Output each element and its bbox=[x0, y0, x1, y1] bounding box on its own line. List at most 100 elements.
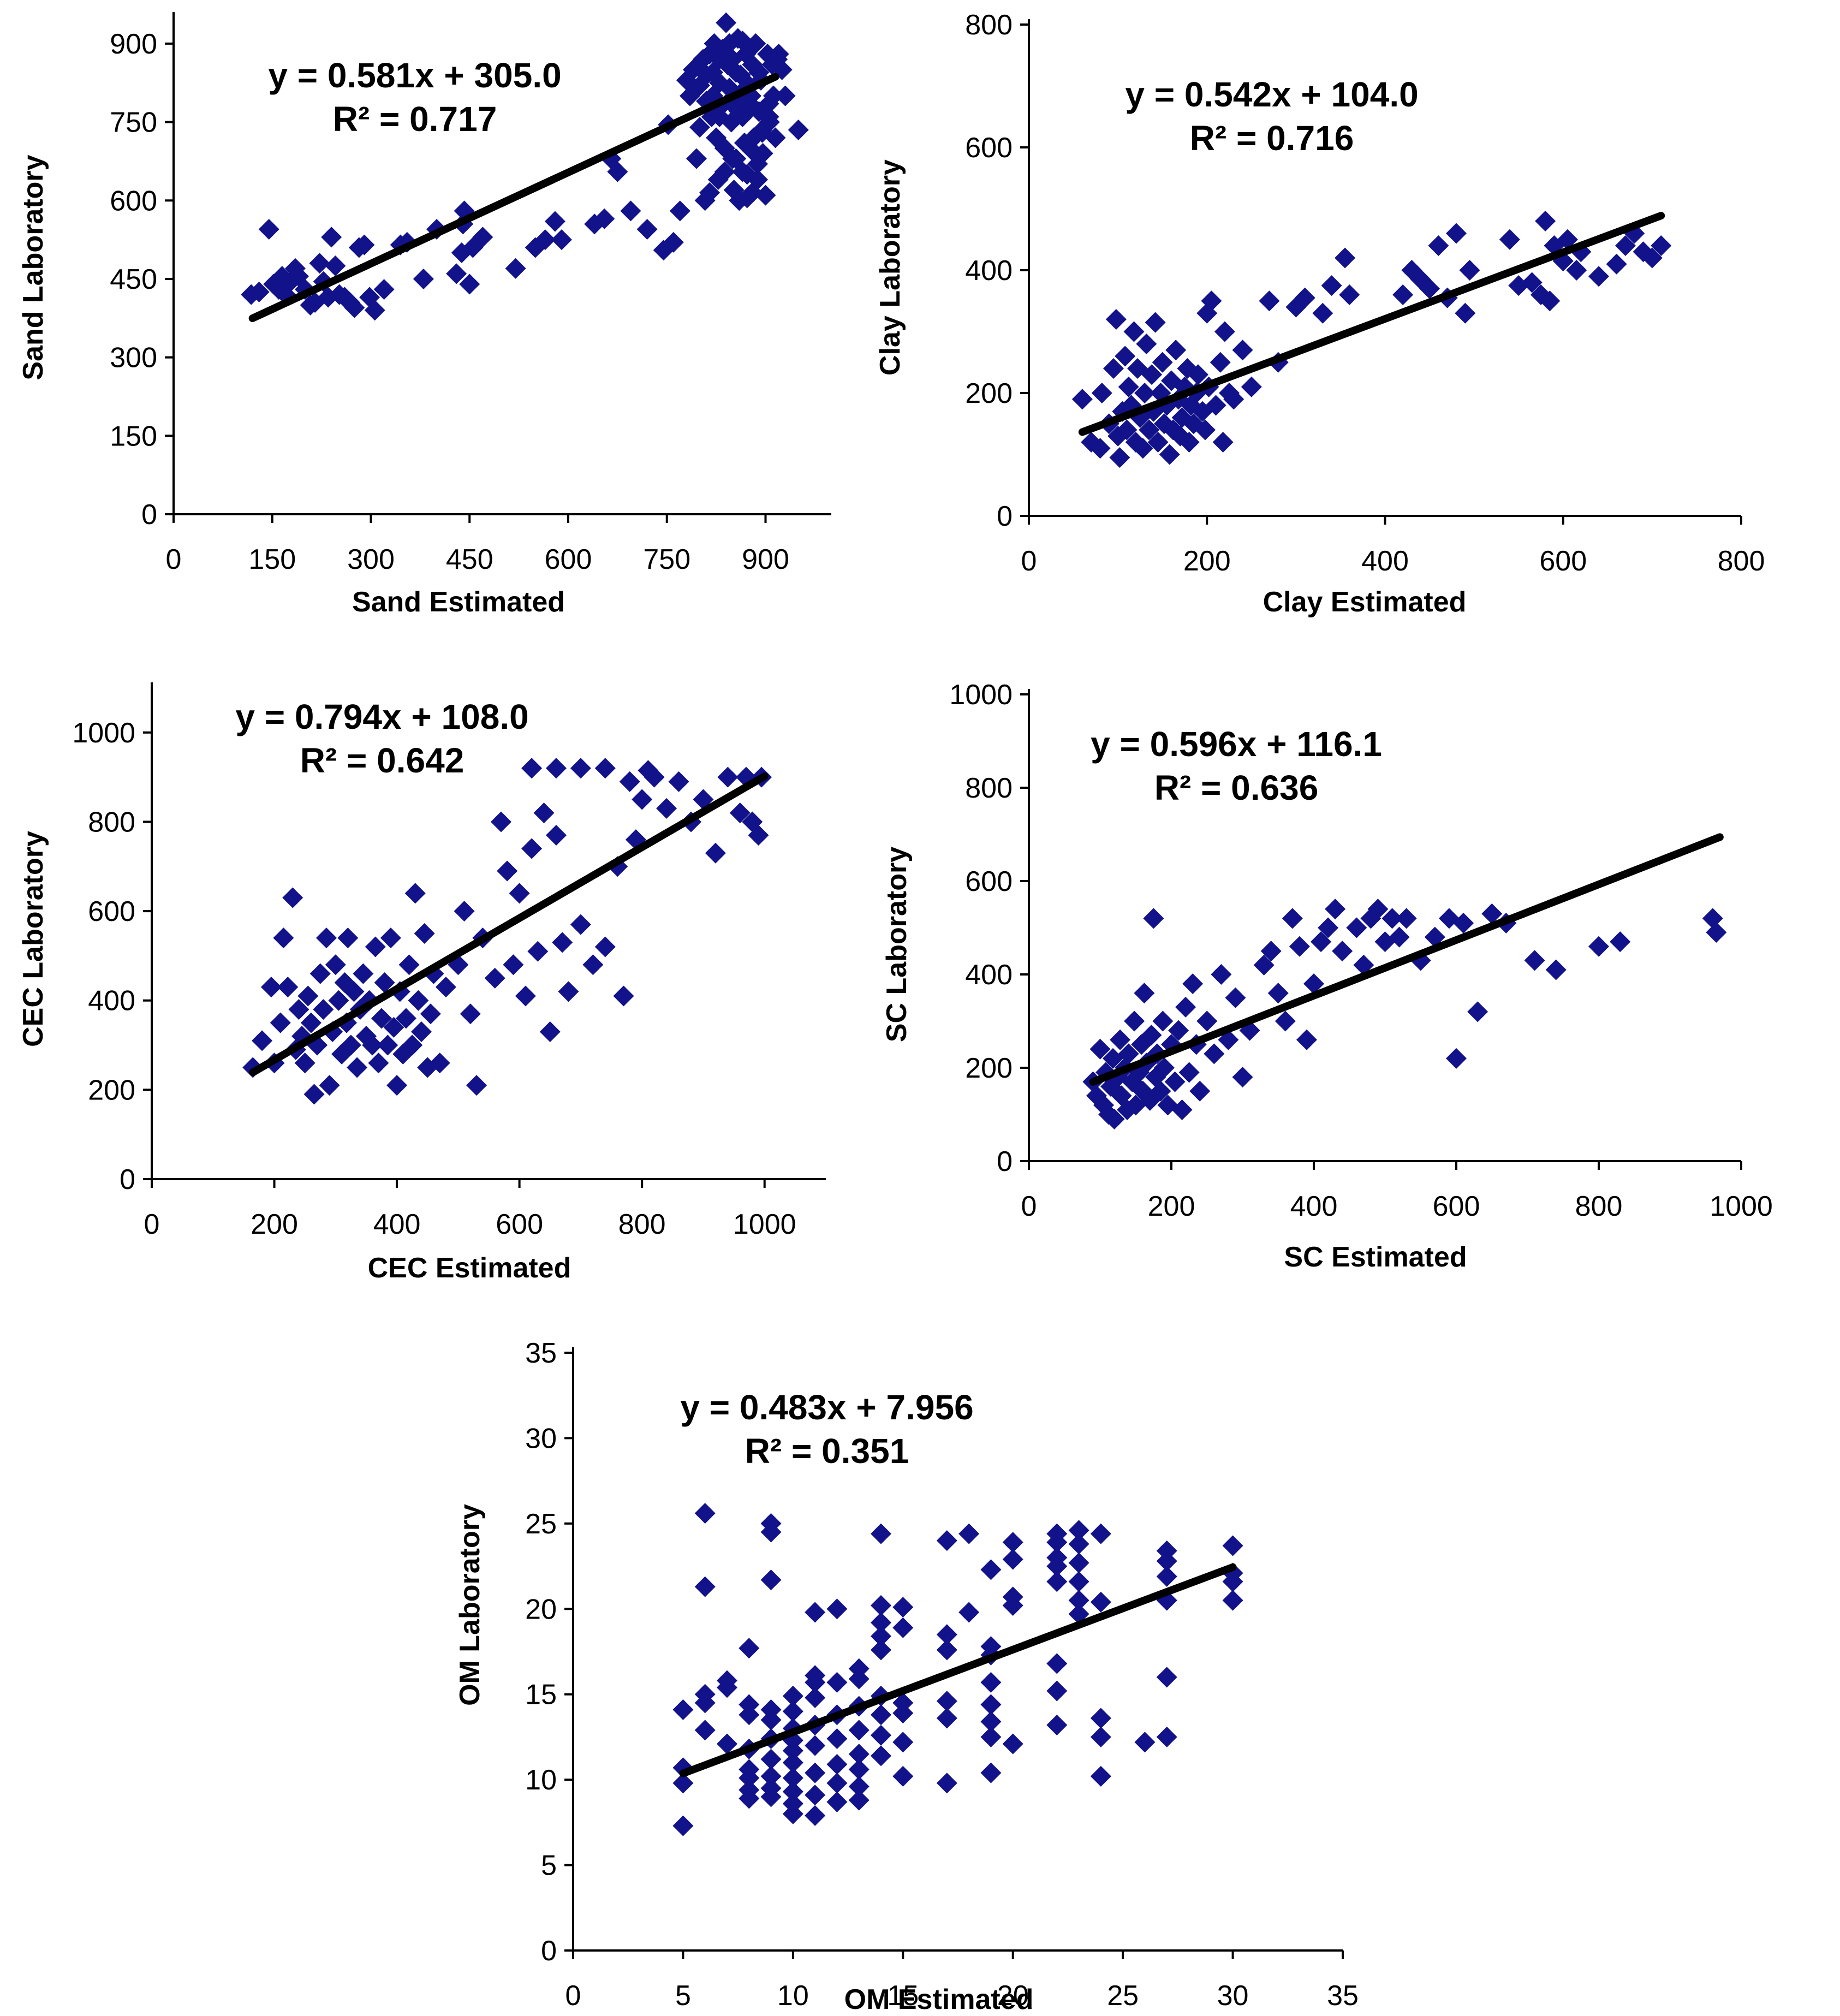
om-data-point bbox=[826, 1791, 848, 1812]
clay-data-point bbox=[1178, 432, 1200, 453]
clay-data-point bbox=[1123, 321, 1145, 342]
clay-x-tick-label: 800 bbox=[1718, 545, 1765, 577]
sc-x-tick-label: 600 bbox=[1433, 1191, 1480, 1222]
sand-data-point bbox=[607, 161, 628, 182]
sand-x-tick-label: 600 bbox=[545, 544, 592, 575]
sand-data-point bbox=[716, 12, 737, 33]
sand-equation: y = 0.581x + 305.0 bbox=[268, 56, 561, 95]
clay-data-point bbox=[1132, 438, 1153, 459]
sand-y-axis-title: Sand Laboratory bbox=[17, 154, 49, 380]
om-data-point bbox=[1002, 1549, 1023, 1570]
sc-data-point bbox=[1453, 912, 1474, 933]
clay-data-point bbox=[1205, 395, 1226, 416]
sc-data-point bbox=[1296, 1029, 1317, 1050]
clay-data-point bbox=[1606, 253, 1627, 275]
cec-data-point bbox=[582, 954, 604, 976]
om-x-tick-label: 15 bbox=[887, 1980, 919, 2012]
cec-y-tick-label: 400 bbox=[88, 985, 135, 1017]
sc-data-point bbox=[1104, 1109, 1125, 1130]
om-y-tick-label: 30 bbox=[525, 1423, 557, 1454]
cec-data-point bbox=[546, 825, 567, 846]
om-equation: y = 0.483x + 7.956 bbox=[680, 1388, 973, 1427]
sc-data-point bbox=[1367, 899, 1389, 920]
clay-y-tick-label: 200 bbox=[965, 378, 1013, 409]
cec-r2: R² = 0.642 bbox=[300, 741, 465, 780]
sand-y-tick-label: 300 bbox=[110, 342, 157, 374]
cec-data-point bbox=[325, 954, 346, 976]
sc-data-point bbox=[1524, 950, 1545, 971]
cec-data-point bbox=[277, 977, 299, 998]
cec-data-point bbox=[377, 1034, 398, 1056]
clay-data-point bbox=[1089, 438, 1111, 459]
cec-data-point bbox=[521, 758, 543, 779]
sc-data-point bbox=[1332, 941, 1353, 962]
clay-chart: y = 0.542x + 104.0 R² = 0.716 Clay Estim… bbox=[874, 9, 1765, 618]
sand-x-tick-label: 150 bbox=[248, 544, 296, 575]
clay-data-point bbox=[1566, 260, 1587, 281]
cec-data-point bbox=[319, 1075, 340, 1096]
clay-data-point bbox=[1159, 444, 1180, 465]
sc-data-point bbox=[1346, 917, 1367, 938]
sand-data-point bbox=[742, 140, 763, 162]
om-r2: R² = 0.351 bbox=[745, 1431, 909, 1471]
sand-data-point bbox=[732, 161, 753, 182]
om-data-point bbox=[980, 1762, 1002, 1783]
om-data-point bbox=[848, 1744, 870, 1765]
cec-data-point bbox=[594, 936, 616, 958]
sc-data-point bbox=[1289, 936, 1310, 957]
sc-data-point bbox=[1168, 1020, 1189, 1041]
sc-data-point bbox=[1204, 1043, 1225, 1065]
cec-data-point bbox=[252, 1030, 273, 1051]
om-data-point bbox=[1090, 1523, 1111, 1544]
clay-data-point bbox=[1312, 302, 1333, 324]
om-data-point bbox=[694, 1503, 716, 1524]
cec-data-point bbox=[411, 1021, 432, 1042]
clay-data-point bbox=[1651, 235, 1672, 256]
sand-data-point bbox=[364, 300, 385, 321]
cec-data-point bbox=[315, 927, 337, 949]
sand-data-point bbox=[663, 231, 684, 253]
cec-y-tick-label: 0 bbox=[120, 1164, 135, 1196]
cec-data-point bbox=[705, 842, 726, 864]
sc-x-tick-label: 400 bbox=[1290, 1191, 1338, 1222]
clay-data-point bbox=[1588, 266, 1609, 287]
sand-r2: R² = 0.717 bbox=[333, 99, 497, 139]
sc-data-point bbox=[1124, 1010, 1145, 1032]
om-data-point bbox=[826, 1672, 848, 1693]
cec-data-point bbox=[429, 1052, 450, 1074]
om-data-point bbox=[1068, 1571, 1089, 1592]
om-data-point bbox=[871, 1639, 891, 1661]
om-data-point bbox=[848, 1776, 870, 1797]
om-x-tick-label: 5 bbox=[675, 1980, 691, 2012]
sand-data-point bbox=[709, 49, 730, 70]
sc-x-tick-label: 800 bbox=[1575, 1191, 1623, 1222]
sand-data-point bbox=[758, 106, 779, 127]
om-data-point bbox=[1090, 1765, 1111, 1787]
clay-y-axis-title: Clay Laboratory bbox=[874, 159, 906, 376]
sand-data-point bbox=[732, 31, 753, 52]
clay-data-point bbox=[1212, 432, 1234, 453]
om-data-point bbox=[871, 1523, 891, 1544]
sand-data-point bbox=[505, 258, 526, 279]
om-data-point bbox=[936, 1691, 957, 1712]
sand-data-point bbox=[686, 148, 707, 169]
cec-data-point bbox=[570, 758, 591, 779]
om-y-tick-label: 0 bbox=[541, 1935, 557, 1967]
sc-data-point bbox=[1178, 1062, 1200, 1083]
cec-data-point bbox=[347, 1057, 368, 1078]
sc-data-point bbox=[1260, 941, 1282, 962]
om-data-point bbox=[782, 1781, 803, 1803]
cec-data-point bbox=[414, 923, 435, 944]
sc-data-point bbox=[1152, 1010, 1174, 1032]
cec-y-tick-label: 600 bbox=[88, 896, 135, 927]
om-data-point bbox=[805, 1602, 826, 1623]
cec-equation: y = 0.794x + 108.0 bbox=[235, 697, 528, 736]
om-data-point bbox=[672, 1815, 694, 1836]
cec-data-point bbox=[729, 802, 751, 824]
om-data-point bbox=[739, 1694, 760, 1715]
cec-data-point bbox=[313, 999, 334, 1020]
sand-data-point bbox=[755, 185, 776, 206]
cec-y-axis-title: CEC Laboratory bbox=[17, 831, 49, 1047]
om-data-point bbox=[1090, 1591, 1111, 1613]
